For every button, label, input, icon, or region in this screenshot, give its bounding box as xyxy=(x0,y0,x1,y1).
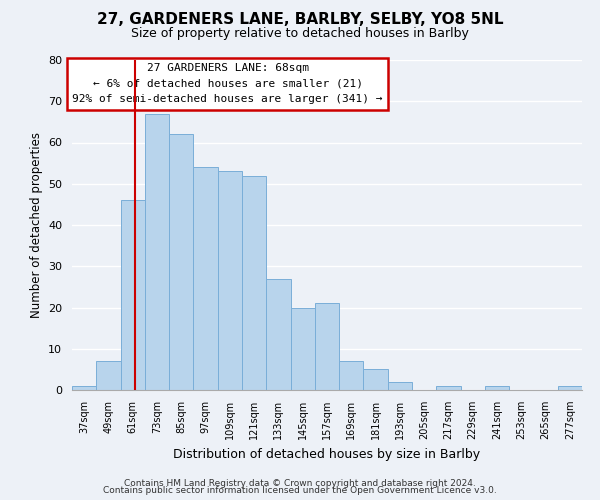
X-axis label: Distribution of detached houses by size in Barlby: Distribution of detached houses by size … xyxy=(173,448,481,460)
Bar xyxy=(121,200,145,390)
Bar xyxy=(193,167,218,390)
Bar xyxy=(266,278,290,390)
Bar xyxy=(364,370,388,390)
Bar xyxy=(96,361,121,390)
Bar xyxy=(242,176,266,390)
Bar xyxy=(558,386,582,390)
Bar xyxy=(145,114,169,390)
Bar xyxy=(339,361,364,390)
Text: Contains public sector information licensed under the Open Government Licence v3: Contains public sector information licen… xyxy=(103,486,497,495)
Y-axis label: Number of detached properties: Number of detached properties xyxy=(29,132,43,318)
Bar xyxy=(169,134,193,390)
Bar xyxy=(218,172,242,390)
Bar xyxy=(485,386,509,390)
Bar xyxy=(72,386,96,390)
Bar xyxy=(436,386,461,390)
Text: 27, GARDENERS LANE, BARLBY, SELBY, YO8 5NL: 27, GARDENERS LANE, BARLBY, SELBY, YO8 5… xyxy=(97,12,503,28)
Text: 27 GARDENERS LANE: 68sqm
← 6% of detached houses are smaller (21)
92% of semi-de: 27 GARDENERS LANE: 68sqm ← 6% of detache… xyxy=(72,64,383,104)
Text: Contains HM Land Registry data © Crown copyright and database right 2024.: Contains HM Land Registry data © Crown c… xyxy=(124,478,476,488)
Text: Size of property relative to detached houses in Barlby: Size of property relative to detached ho… xyxy=(131,28,469,40)
Bar xyxy=(290,308,315,390)
Bar xyxy=(315,304,339,390)
Bar xyxy=(388,382,412,390)
